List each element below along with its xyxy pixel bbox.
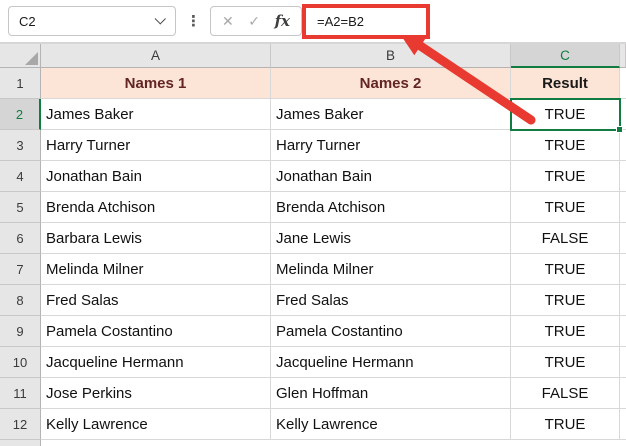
row-header-10[interactable]: 10 bbox=[0, 347, 41, 378]
row-header-5[interactable]: 5 bbox=[0, 192, 41, 223]
cell-c2[interactable]: TRUE bbox=[511, 99, 620, 130]
cell-d4-partial bbox=[620, 161, 626, 192]
cell-b5[interactable]: Brenda Atchison bbox=[271, 192, 511, 223]
row-header-7[interactable]: 7 bbox=[0, 254, 41, 285]
cell-c1[interactable]: Result bbox=[511, 68, 620, 99]
row-header-1[interactable]: 1 bbox=[0, 68, 41, 99]
cell-c8[interactable]: TRUE bbox=[511, 285, 620, 316]
cell-d8-partial bbox=[620, 285, 626, 316]
cell-a8[interactable]: Fred Salas bbox=[41, 285, 271, 316]
sheet-grid: A B C 1 Names 1 Names 2 Result 2 James Ba… bbox=[0, 44, 626, 446]
cell-b10[interactable]: Jacqueline Hermann bbox=[271, 347, 511, 378]
row-header-12[interactable]: 12 bbox=[0, 409, 41, 440]
cell-c11[interactable]: FALSE bbox=[511, 378, 620, 409]
row-header-2[interactable]: 2 bbox=[0, 99, 41, 130]
cell-c3[interactable]: TRUE bbox=[511, 130, 620, 161]
cell-d12-partial bbox=[620, 409, 626, 440]
cell-d3-partial bbox=[620, 130, 626, 161]
cell-c6[interactable]: FALSE bbox=[511, 223, 620, 254]
row-header-3[interactable]: 3 bbox=[0, 130, 41, 161]
enter-icon[interactable]: ✓ bbox=[248, 12, 261, 29]
formula-controls: ✕ ✓ fx bbox=[210, 6, 302, 36]
cell-c5[interactable]: TRUE bbox=[511, 192, 620, 223]
cell-b11[interactable]: Glen Hoffman bbox=[271, 378, 511, 409]
row-header-9[interactable]: 9 bbox=[0, 316, 41, 347]
cell-a1[interactable]: Names 1 bbox=[41, 68, 271, 99]
cell-a2[interactable]: James Baker bbox=[41, 99, 271, 130]
cell-a5[interactable]: Brenda Atchison bbox=[41, 192, 271, 223]
column-header-c[interactable]: C bbox=[511, 44, 620, 68]
cell-a13-partial bbox=[41, 440, 271, 446]
cell-c10[interactable]: TRUE bbox=[511, 347, 620, 378]
cell-d7-partial bbox=[620, 254, 626, 285]
cell-d10-partial bbox=[620, 347, 626, 378]
cell-b8[interactable]: Fred Salas bbox=[271, 285, 511, 316]
select-all-corner[interactable] bbox=[0, 44, 41, 68]
cell-b13-partial bbox=[271, 440, 511, 446]
cell-c7[interactable]: TRUE bbox=[511, 254, 620, 285]
cell-c9[interactable]: TRUE bbox=[511, 316, 620, 347]
formula-highlight-box: =A2=B2 bbox=[302, 4, 430, 39]
cell-b1[interactable]: Names 2 bbox=[271, 68, 511, 99]
cell-d13-partial bbox=[620, 440, 626, 446]
cell-b2[interactable]: James Baker bbox=[271, 99, 511, 130]
cell-d9-partial bbox=[620, 316, 626, 347]
cell-b12[interactable]: Kelly Lawrence bbox=[271, 409, 511, 440]
row-header-6[interactable]: 6 bbox=[0, 223, 41, 254]
cancel-icon[interactable]: ✕ bbox=[222, 12, 234, 29]
cell-b9[interactable]: Pamela Costantino bbox=[271, 316, 511, 347]
insert-function-icon[interactable]: fx bbox=[274, 12, 290, 30]
cell-a7[interactable]: Melinda Milner bbox=[41, 254, 271, 285]
cell-d11-partial bbox=[620, 378, 626, 409]
row-header-4[interactable]: 4 bbox=[0, 161, 41, 192]
name-box-value: C2 bbox=[19, 13, 36, 29]
cell-c13-partial bbox=[511, 440, 620, 446]
cell-b4[interactable]: Jonathan Bain bbox=[271, 161, 511, 192]
cell-a6[interactable]: Barbara Lewis bbox=[41, 223, 271, 254]
cell-a9[interactable]: Pamela Costantino bbox=[41, 316, 271, 347]
cell-d1-partial bbox=[620, 68, 626, 99]
row-header-8[interactable]: 8 bbox=[0, 285, 41, 316]
cell-b3[interactable]: Harry Turner bbox=[271, 130, 511, 161]
formula-bar: C2 ⋮ ✕ ✓ fx =A2=B2 bbox=[0, 0, 626, 44]
cell-b6[interactable]: Jane Lewis bbox=[271, 223, 511, 254]
column-header-d-partial bbox=[620, 44, 626, 68]
cell-a12[interactable]: Kelly Lawrence bbox=[41, 409, 271, 440]
column-header-b[interactable]: B bbox=[271, 44, 511, 68]
name-box[interactable]: C2 bbox=[8, 6, 176, 36]
cell-a4[interactable]: Jonathan Bain bbox=[41, 161, 271, 192]
cell-c4[interactable]: TRUE bbox=[511, 161, 620, 192]
cell-c12[interactable]: TRUE bbox=[511, 409, 620, 440]
cell-a10[interactable]: Jacqueline Hermann bbox=[41, 347, 271, 378]
row-header-13-partial[interactable] bbox=[0, 440, 41, 446]
cell-d2-partial bbox=[620, 99, 626, 130]
row-header-11[interactable]: 11 bbox=[0, 378, 41, 409]
cell-a3[interactable]: Harry Turner bbox=[41, 130, 271, 161]
cell-a11[interactable]: Jose Perkins bbox=[41, 378, 271, 409]
select-all-triangle-icon bbox=[25, 52, 38, 65]
chevron-down-icon[interactable] bbox=[154, 13, 166, 25]
more-options-icon[interactable]: ⋮ bbox=[186, 13, 201, 30]
cell-b7[interactable]: Melinda Milner bbox=[271, 254, 511, 285]
cell-d5-partial bbox=[620, 192, 626, 223]
column-header-a[interactable]: A bbox=[41, 44, 271, 68]
cell-d6-partial bbox=[620, 223, 626, 254]
formula-text: =A2=B2 bbox=[317, 14, 364, 29]
